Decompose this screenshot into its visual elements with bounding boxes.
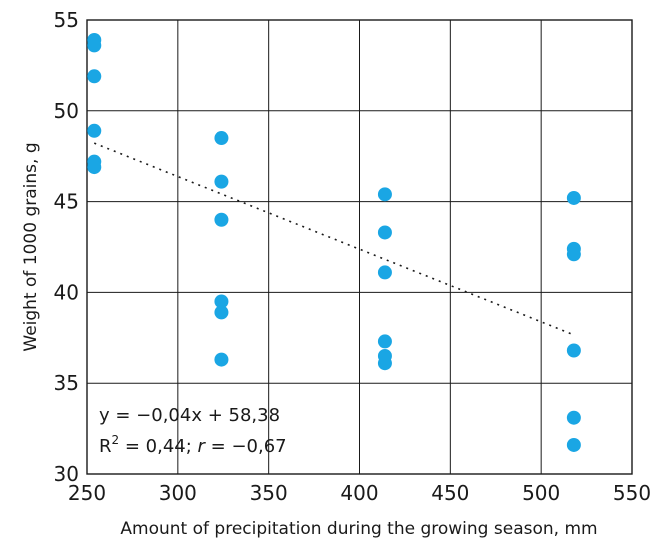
data-point — [377, 334, 392, 349]
data-point — [214, 294, 229, 309]
data-point — [214, 212, 229, 227]
r2-value: = 0,44; — [119, 436, 197, 457]
x-tick-label: 250 — [68, 481, 106, 505]
data-point — [566, 410, 581, 425]
data-point — [214, 305, 229, 320]
data-point — [377, 356, 392, 371]
data-point — [214, 131, 229, 146]
r-label: r — [198, 436, 207, 457]
data-point — [377, 187, 392, 202]
x-tick-labels: 250 300 350 400 450 500 550 — [68, 481, 651, 505]
x-tick-label: 450 — [431, 481, 469, 505]
x-tick-label: 350 — [250, 481, 288, 505]
x-tick-label: 400 — [340, 481, 378, 505]
x-tick-label: 550 — [613, 481, 651, 505]
x-axis-label: Amount of precipitation during the growi… — [120, 519, 597, 539]
plot-frame — [86, 19, 633, 475]
data-point — [214, 352, 229, 367]
r2-superscript: 2 — [112, 433, 120, 447]
fit-statistics: R2 = 0,44; r = −0,67 — [99, 433, 287, 457]
r2-label: R — [99, 436, 112, 457]
data-point — [87, 123, 102, 138]
y-tick-labels: 30 35 40 45 50 55 — [54, 8, 79, 486]
data-point — [566, 343, 581, 358]
x-tick-label: 300 — [159, 481, 197, 505]
y-tick-label: 50 — [54, 99, 79, 123]
data-point — [87, 160, 102, 175]
regression-equation: y = −0,04x + 58,38 — [99, 405, 280, 426]
y-tick-label: 30 — [54, 462, 79, 486]
y-tick-label: 45 — [54, 190, 79, 214]
data-point — [377, 265, 392, 280]
trendline — [93, 142, 575, 336]
data-point — [566, 247, 581, 262]
data-point — [87, 38, 102, 53]
data-point — [566, 190, 581, 205]
r-value: = −0,67 — [205, 436, 287, 457]
y-tick-label: 40 — [54, 280, 79, 304]
y-axis-label: Weight of 1000 grains, g — [21, 142, 41, 351]
data-point — [566, 437, 581, 452]
grid — [87, 20, 632, 474]
data-point — [377, 225, 392, 240]
data-points — [87, 32, 581, 452]
y-tick-label: 35 — [54, 371, 79, 395]
x-tick-label: 500 — [522, 481, 560, 505]
y-tick-label: 55 — [54, 8, 79, 32]
data-point — [214, 174, 229, 189]
data-point — [87, 69, 102, 84]
